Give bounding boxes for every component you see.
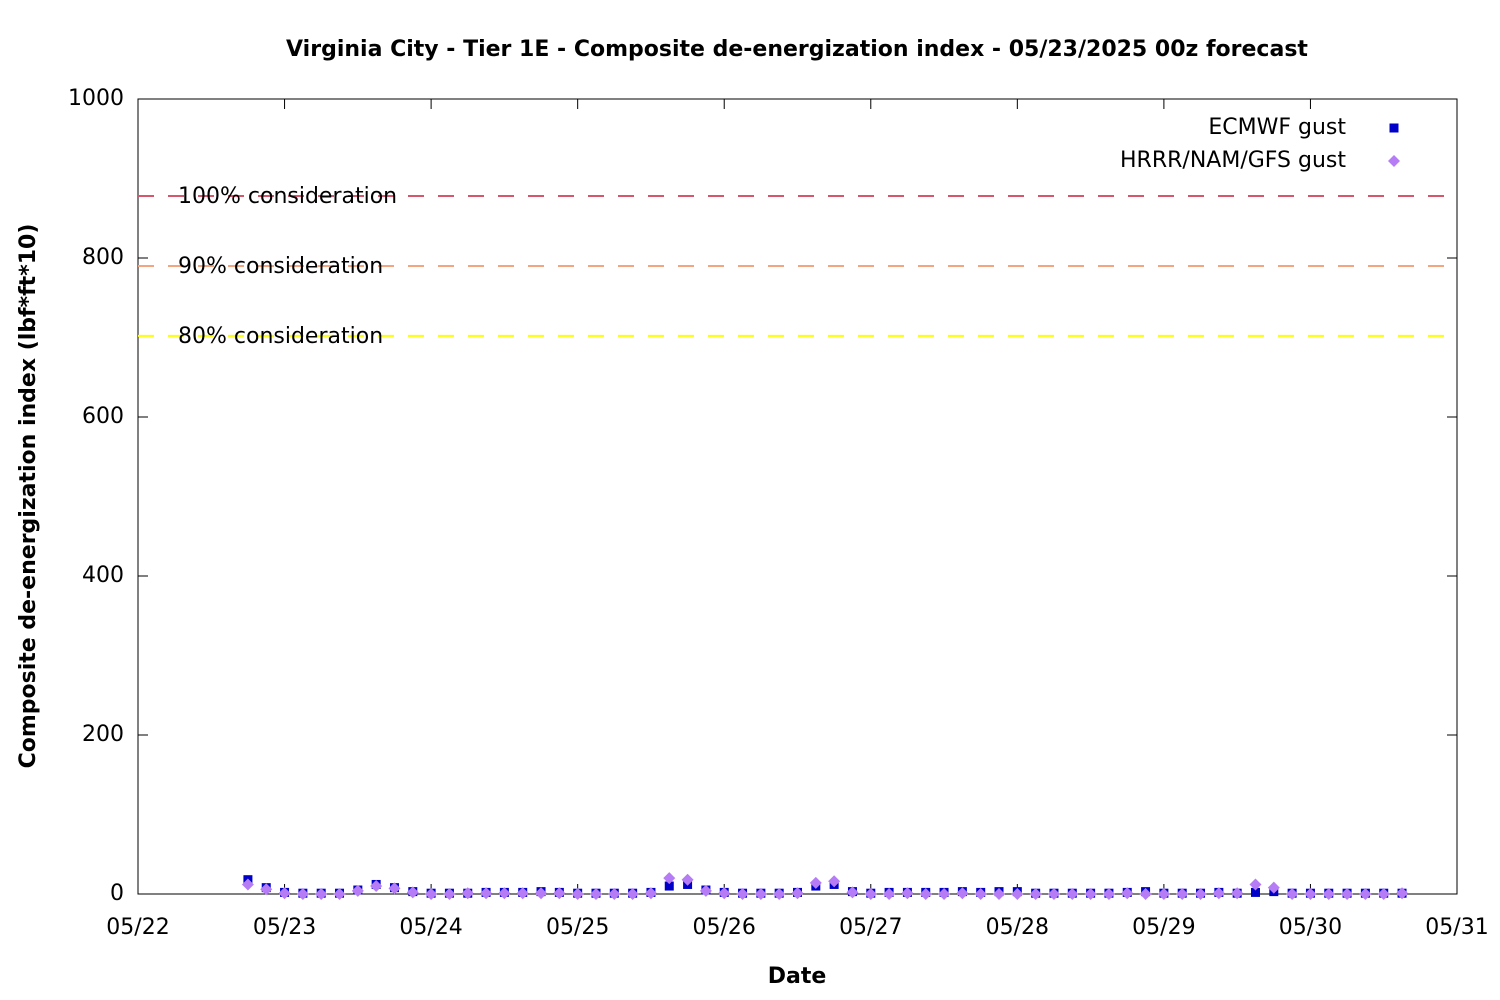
x-tick-label: 05/25 bbox=[546, 915, 609, 940]
point bbox=[1139, 888, 1152, 900]
point bbox=[1322, 888, 1335, 900]
point bbox=[1212, 887, 1225, 900]
x-tick-label: 05/23 bbox=[253, 915, 316, 940]
point bbox=[425, 888, 438, 900]
point bbox=[993, 888, 1006, 900]
reference-label: 80% consideration bbox=[178, 324, 383, 349]
point bbox=[1249, 878, 1262, 891]
legend-marker bbox=[1388, 155, 1400, 167]
reference-label: 90% consideration bbox=[178, 254, 383, 279]
point bbox=[1359, 888, 1372, 900]
point bbox=[754, 888, 767, 900]
point bbox=[553, 887, 566, 900]
y-tick-label: 200 bbox=[82, 722, 124, 747]
point bbox=[919, 888, 932, 900]
point bbox=[241, 878, 254, 891]
point bbox=[589, 888, 602, 900]
point bbox=[1084, 888, 1097, 900]
point bbox=[1102, 888, 1115, 900]
point bbox=[736, 888, 749, 900]
x-tick-label: 05/31 bbox=[1425, 915, 1488, 940]
point bbox=[571, 888, 584, 900]
point bbox=[846, 886, 859, 899]
point bbox=[1267, 881, 1280, 894]
point bbox=[791, 887, 804, 900]
point bbox=[644, 887, 657, 900]
point bbox=[260, 883, 273, 896]
y-tick-label: 800 bbox=[82, 245, 124, 270]
point bbox=[406, 886, 419, 899]
point bbox=[718, 887, 731, 900]
point bbox=[1231, 887, 1244, 900]
point bbox=[1047, 888, 1060, 900]
x-tick-label: 05/24 bbox=[399, 915, 462, 940]
point bbox=[608, 888, 621, 900]
point bbox=[1011, 888, 1024, 900]
reference-label: 100% consideration bbox=[178, 184, 397, 209]
point bbox=[388, 882, 401, 895]
point bbox=[883, 888, 896, 900]
x-tick-label: 05/29 bbox=[1132, 915, 1195, 940]
point bbox=[516, 887, 529, 900]
point bbox=[1176, 888, 1189, 900]
point bbox=[974, 888, 987, 900]
point bbox=[315, 888, 328, 900]
y-tick-label: 400 bbox=[82, 563, 124, 588]
point bbox=[664, 881, 674, 891]
point bbox=[663, 872, 676, 885]
point bbox=[498, 887, 511, 900]
chart-title: Virginia City - Tier 1E - Composite de-e… bbox=[286, 37, 1308, 62]
point bbox=[1121, 887, 1134, 900]
y-tick-label: 1000 bbox=[68, 86, 124, 111]
point bbox=[480, 887, 493, 900]
point bbox=[809, 876, 822, 889]
point bbox=[1377, 888, 1390, 900]
point bbox=[956, 887, 969, 900]
point bbox=[278, 887, 291, 900]
point bbox=[1194, 888, 1207, 900]
y-tick-label: 600 bbox=[82, 404, 124, 429]
x-tick-label: 05/27 bbox=[839, 915, 902, 940]
point bbox=[1396, 887, 1409, 900]
point bbox=[828, 875, 841, 888]
point bbox=[626, 888, 639, 900]
point bbox=[296, 888, 309, 900]
point bbox=[370, 880, 383, 893]
point bbox=[1157, 888, 1170, 900]
point bbox=[461, 887, 474, 900]
y-tick-label: 0 bbox=[110, 881, 124, 906]
point bbox=[681, 873, 694, 886]
x-axis-label: Date bbox=[768, 964, 827, 989]
point bbox=[1250, 887, 1260, 897]
x-tick-label: 05/22 bbox=[106, 915, 169, 940]
point bbox=[1286, 888, 1299, 900]
point bbox=[901, 887, 914, 900]
point bbox=[773, 888, 786, 900]
point bbox=[1341, 888, 1354, 900]
point bbox=[333, 888, 346, 900]
x-tick-label: 05/30 bbox=[1279, 915, 1342, 940]
point bbox=[1066, 888, 1079, 900]
point bbox=[938, 888, 951, 900]
point bbox=[699, 884, 712, 897]
point bbox=[864, 888, 877, 900]
legend-label: HRRR/NAM/GFS gust bbox=[1120, 148, 1346, 173]
legend-marker bbox=[1389, 123, 1399, 133]
x-tick-label: 05/28 bbox=[986, 915, 1049, 940]
point bbox=[535, 887, 548, 900]
point bbox=[351, 884, 364, 897]
point bbox=[1029, 888, 1042, 900]
x-tick-label: 05/26 bbox=[693, 915, 756, 940]
point bbox=[443, 888, 456, 900]
legend-label: ECMWF gust bbox=[1208, 115, 1346, 140]
y-axis-label: Composite de-energization index (lbf*ft*… bbox=[16, 224, 41, 769]
point bbox=[1304, 888, 1317, 900]
